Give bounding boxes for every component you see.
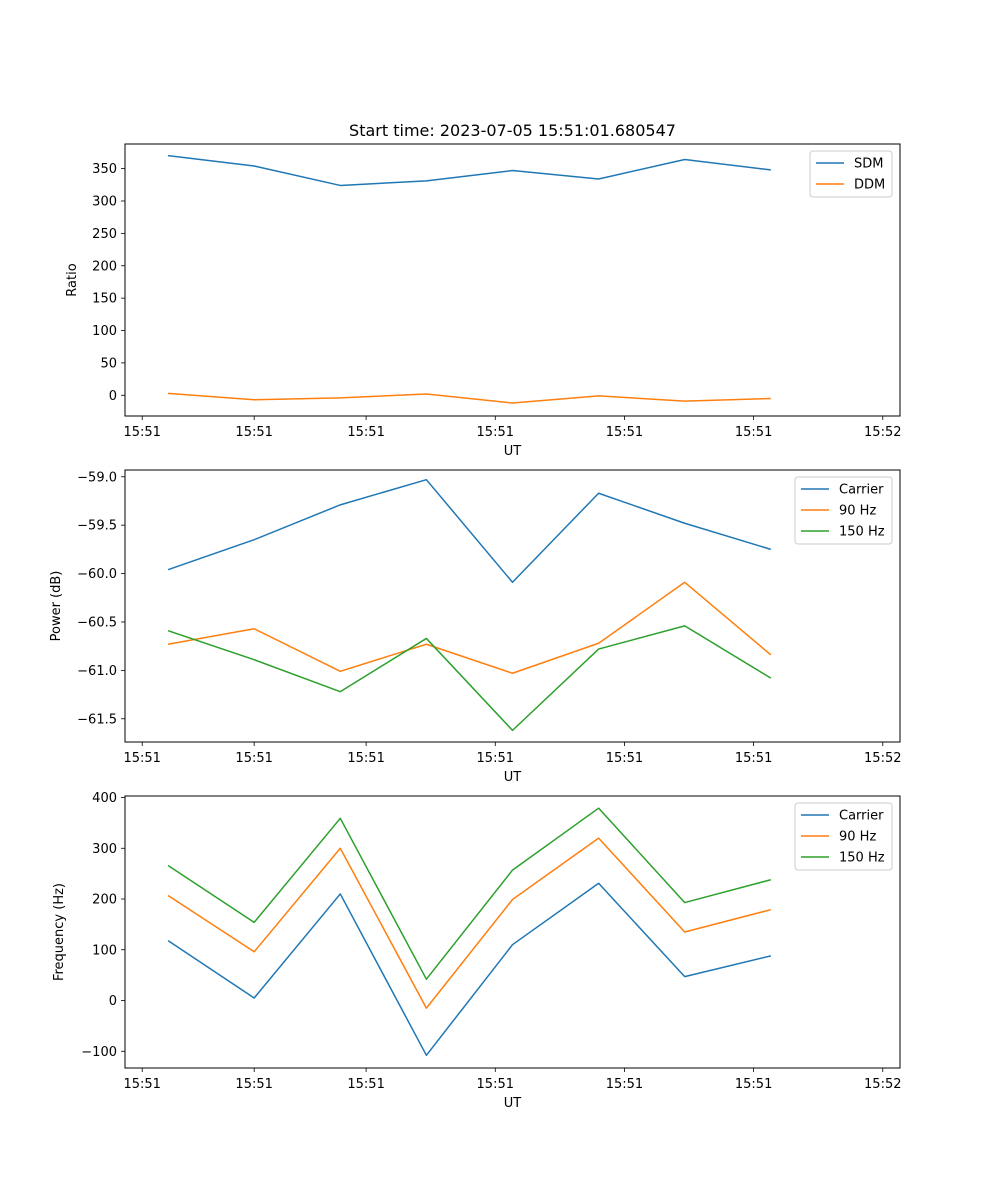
x-tick-label: 15:51 bbox=[606, 751, 643, 766]
y-axis-label: Power (dB) bbox=[49, 571, 64, 642]
y-tick-label: 50 bbox=[100, 356, 117, 371]
legend: Carrier 90 Hz 150 Hz bbox=[794, 476, 893, 545]
y-tick-label: −60.0 bbox=[77, 567, 117, 582]
x-tick-label: 15:51 bbox=[235, 751, 272, 766]
legend-label: 150 Hz bbox=[839, 525, 885, 540]
plot-area bbox=[125, 470, 900, 742]
x-tick-label: 15:51 bbox=[123, 425, 160, 440]
subplot-1: 15:51 15:51 15:51 15:51 15:51 15:51 15:52 0 50 10… bbox=[65, 143, 902, 459]
x-axis-label: UT bbox=[504, 1096, 522, 1111]
y-tick-label: 200 bbox=[92, 893, 117, 908]
y-tick-label: 350 bbox=[92, 162, 117, 177]
y-tick-label: 300 bbox=[92, 842, 117, 857]
x-tick-label: 15:51 bbox=[123, 1077, 160, 1092]
x-tick-label: 15:51 bbox=[606, 425, 643, 440]
axes-frame bbox=[124, 795, 901, 1069]
subplots: 15:51 15:51 15:51 15:51 15:51 15:51 15:52 0 50 10… bbox=[49, 143, 902, 1111]
legend: SDM DDM bbox=[809, 150, 893, 198]
series-line-carrier bbox=[167, 478, 772, 584]
y-tick-label: −61.5 bbox=[77, 712, 117, 727]
legend-label: SDM bbox=[854, 157, 883, 172]
series-line-150-hz bbox=[167, 807, 772, 980]
x-tick-label: 15:51 bbox=[347, 751, 384, 766]
series-line-150-hz bbox=[167, 625, 772, 732]
legend-label: 90 Hz bbox=[839, 830, 876, 845]
y-tick-label: −100 bbox=[81, 1045, 117, 1060]
x-tick-label: 15:51 bbox=[735, 751, 772, 766]
x-tick-label: 15:51 bbox=[235, 425, 272, 440]
axes-frame bbox=[124, 469, 901, 743]
legend: Carrier 90 Hz 150 Hz bbox=[794, 802, 893, 871]
y-tick-label: 300 bbox=[92, 194, 117, 209]
y-tick-label: −59.0 bbox=[77, 470, 117, 485]
y-tick-label: 100 bbox=[92, 943, 117, 958]
plot-area bbox=[125, 144, 900, 416]
y-tick-label: 400 bbox=[92, 791, 117, 806]
y-tick-label: 0 bbox=[109, 994, 117, 1009]
x-tick-label: 15:51 bbox=[735, 1077, 772, 1092]
legend-box bbox=[794, 476, 893, 545]
x-tick-label: 15:51 bbox=[347, 1077, 384, 1092]
plot-area bbox=[125, 796, 900, 1068]
axes-frame bbox=[124, 143, 901, 417]
x-tick-label: 15:52 bbox=[864, 425, 901, 440]
y-axis-label: Frequency (Hz) bbox=[52, 883, 67, 981]
y-tick-label: 150 bbox=[92, 292, 117, 307]
y-tick-label: 250 bbox=[92, 227, 117, 242]
x-tick-label: 15:51 bbox=[477, 751, 514, 766]
legend-label: Carrier bbox=[839, 809, 884, 824]
figure-title: Start time: 2023-07-05 15:51:01.680547 bbox=[349, 121, 676, 140]
y-axis-label: Ratio bbox=[65, 263, 80, 296]
series-line-carrier bbox=[167, 882, 772, 1057]
subplot-2: 15:51 15:51 15:51 15:51 15:51 15:51 15:52 −61.5… bbox=[49, 469, 902, 785]
x-tick-label: 15:51 bbox=[235, 1077, 272, 1092]
series-line-ddm bbox=[168, 392, 771, 404]
x-tick-label: 15:52 bbox=[864, 1077, 901, 1092]
y-tick-label: 100 bbox=[92, 324, 117, 339]
y-tick-label: 0 bbox=[109, 389, 117, 404]
series-line-90-hz bbox=[167, 837, 772, 1009]
x-axis-label: UT bbox=[504, 444, 522, 459]
y-tick-label: −60.5 bbox=[77, 615, 117, 630]
x-tick-label: 15:51 bbox=[123, 751, 160, 766]
x-tick-label: 15:51 bbox=[477, 425, 514, 440]
series-line-90-hz bbox=[167, 581, 772, 675]
legend-label: 150 Hz bbox=[839, 851, 885, 866]
y-tick-label: −59.5 bbox=[77, 519, 117, 534]
y-tick-label: 200 bbox=[92, 259, 117, 274]
legend-label: 90 Hz bbox=[839, 504, 876, 519]
legend-label: DDM bbox=[854, 178, 885, 193]
x-tick-label: 15:51 bbox=[347, 425, 384, 440]
x-tick-label: 15:51 bbox=[606, 1077, 643, 1092]
x-tick-label: 15:51 bbox=[477, 1077, 514, 1092]
legend-box bbox=[794, 802, 893, 871]
series-line-sdm bbox=[167, 154, 771, 187]
x-tick-label: 15:51 bbox=[735, 425, 772, 440]
y-tick-label: −61.0 bbox=[77, 664, 117, 679]
subplot-3: 15:51 15:51 15:51 15:51 15:51 15:51 15:52 −100 0… bbox=[52, 791, 902, 1111]
x-axis-label: UT bbox=[504, 770, 522, 785]
x-tick-label: 15:52 bbox=[864, 751, 901, 766]
legend-label: Carrier bbox=[839, 483, 884, 498]
